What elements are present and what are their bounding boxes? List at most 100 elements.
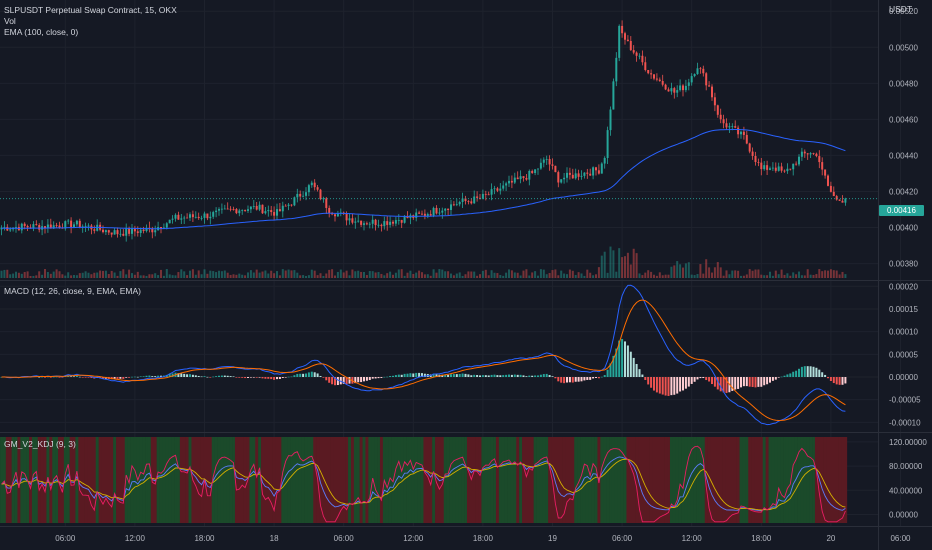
- candle-body: [537, 169, 539, 170]
- candle-body: [296, 194, 298, 197]
- candle-body: [363, 223, 365, 225]
- macd-histogram-bar: [119, 377, 121, 379]
- macd-histogram-bar: [766, 377, 768, 384]
- macd-histogram-bar: [833, 377, 835, 383]
- macd-histogram-bar: [311, 372, 313, 377]
- candle-body: [233, 209, 235, 210]
- candle-body: [433, 208, 435, 215]
- candle-body: [827, 176, 829, 186]
- macd-histogram-bar: [450, 374, 452, 377]
- macd-histogram-bar: [407, 374, 409, 377]
- macd-histogram-bar: [711, 377, 713, 384]
- kdj-zone: [223, 437, 226, 523]
- volume-bar: [438, 269, 440, 278]
- volume-bar: [447, 271, 449, 278]
- volume-bar: [673, 265, 675, 278]
- candle-body: [633, 50, 635, 52]
- macd-histogram-bar: [279, 377, 281, 379]
- macd-histogram-bar: [801, 367, 803, 377]
- volume-bar: [537, 276, 539, 278]
- volume-bar: [111, 271, 113, 278]
- kdj-zone: [792, 437, 795, 523]
- volume-bar: [685, 263, 687, 278]
- macd-histogram-bar: [697, 377, 699, 379]
- macd-histogram-bar: [325, 377, 327, 380]
- kdj-zone: [655, 437, 658, 523]
- volume-bar: [395, 273, 397, 278]
- macd-histogram-bar: [314, 372, 316, 377]
- macd-histogram-bar: [122, 377, 124, 379]
- volume-bar: [795, 274, 797, 278]
- volume-bar: [253, 272, 255, 278]
- volume-bar: [114, 273, 116, 278]
- macd-histogram-bar: [363, 377, 365, 381]
- volume-bar: [328, 270, 330, 278]
- y-tick-label: 0.00500: [889, 43, 918, 52]
- volume-bar: [38, 271, 40, 278]
- candle-body: [694, 74, 696, 76]
- candle-body: [204, 214, 206, 218]
- macd-histogram-bar: [453, 374, 455, 377]
- kdj-zone: [635, 437, 638, 523]
- volume-bar: [668, 275, 670, 278]
- candle-body: [198, 217, 200, 218]
- kdj-zone: [238, 437, 241, 523]
- volume-bar: [383, 275, 385, 278]
- volume-bar: [459, 272, 461, 278]
- macd-histogram-bar: [380, 377, 382, 378]
- volume-bar: [204, 269, 206, 278]
- macd-histogram-bar: [598, 377, 600, 378]
- macd-histogram-bar: [256, 377, 258, 378]
- volume-bar: [386, 273, 388, 278]
- candle-body: [485, 194, 487, 195]
- candle-body: [9, 229, 11, 230]
- kdj-zone: [464, 437, 467, 523]
- candle-body: [781, 166, 783, 170]
- candle-body: [610, 110, 612, 131]
- macd-histogram-bar: [665, 377, 667, 396]
- volume-bar: [659, 272, 661, 278]
- volume-bar: [514, 272, 516, 278]
- volume-bar: [122, 269, 124, 278]
- macd-histogram-bar: [554, 377, 556, 378]
- candle-body: [552, 164, 554, 165]
- macd-histogram-bar: [227, 376, 229, 377]
- macd-histogram-bar: [465, 374, 467, 377]
- candle-body: [668, 89, 670, 91]
- candle-body: [166, 223, 168, 227]
- volume-bar: [844, 274, 846, 278]
- kdj-zone: [180, 437, 183, 523]
- kdj-zone: [183, 437, 186, 523]
- volume-bar: [473, 272, 475, 278]
- candle-body: [117, 230, 119, 234]
- candle-body: [697, 68, 699, 74]
- candle-body: [844, 199, 846, 203]
- macd-histogram-bar: [639, 369, 641, 377]
- x-tick-label: 18: [270, 534, 279, 543]
- volume-bar: [743, 276, 745, 278]
- volume-bar: [32, 276, 34, 278]
- candle-body: [140, 230, 142, 233]
- macd-histogram-bar: [221, 376, 223, 377]
- volume-bar: [9, 274, 11, 278]
- macd-histogram-bar: [250, 377, 252, 378]
- volume-bar: [401, 269, 403, 278]
- candle-body: [291, 205, 293, 206]
- candle-body: [438, 213, 440, 214]
- macd-histogram-bar: [296, 374, 298, 377]
- macd-histogram-bar: [824, 375, 826, 377]
- macd-histogram-bar: [525, 376, 527, 377]
- x-tick-label: 18:00: [751, 534, 772, 543]
- volume-bar: [839, 274, 841, 278]
- volume-bar: [270, 271, 272, 278]
- volume-bar: [595, 274, 597, 278]
- kdj-zone: [284, 437, 287, 523]
- macd-histogram-bar: [137, 377, 139, 378]
- macd-histogram-bar: [404, 374, 406, 377]
- candle-body: [349, 218, 351, 220]
- volume-bar: [79, 273, 81, 278]
- macd-histogram-bar: [714, 377, 716, 387]
- kdj-zone: [812, 437, 815, 523]
- macd-histogram-bar: [201, 376, 203, 377]
